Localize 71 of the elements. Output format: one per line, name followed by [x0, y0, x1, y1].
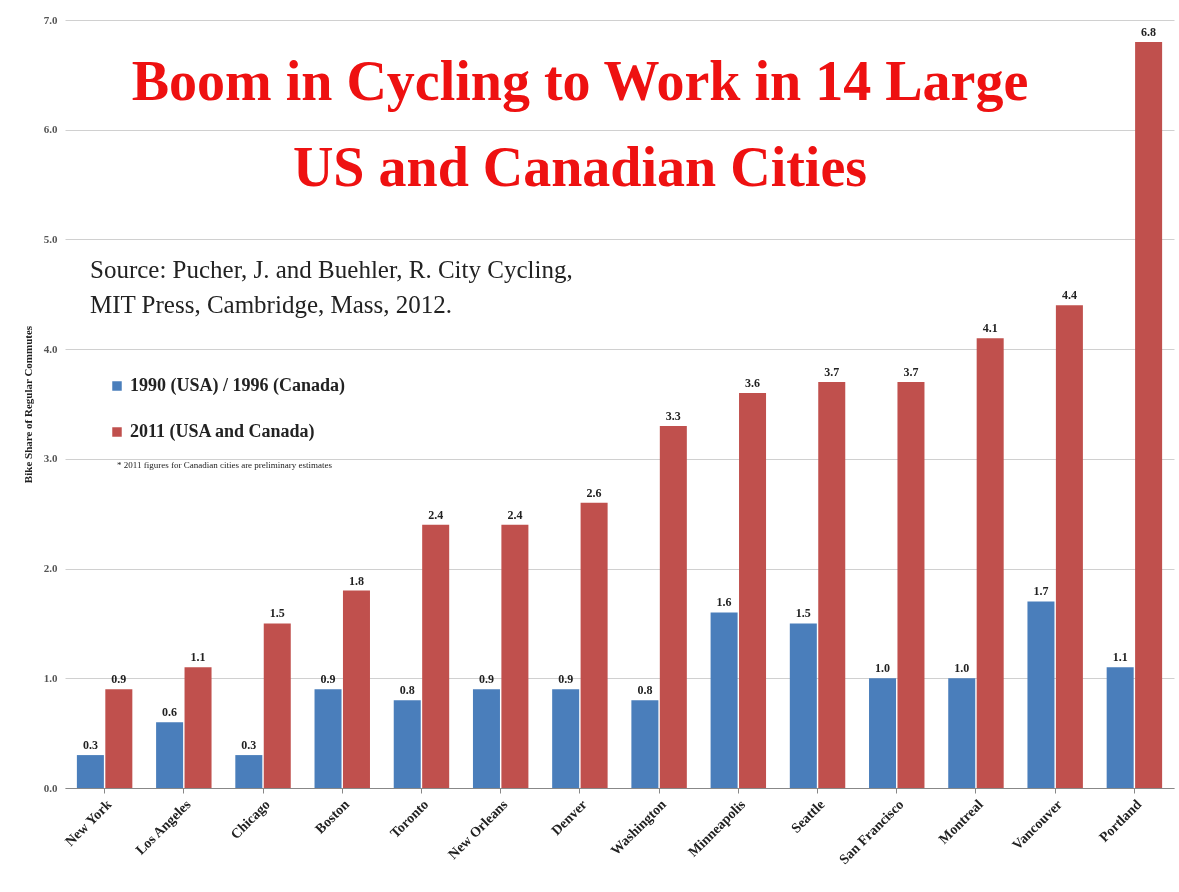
y-tick-label: 1.0	[43, 671, 58, 684]
bar	[105, 689, 133, 788]
bar	[501, 524, 529, 788]
annotation: MIT Press, Cambridge, Mass, 2012.	[90, 291, 453, 318]
annotation: Source: Pucher, J. and Buehler, R. City Cycling,	[90, 256, 573, 283]
data-label: 1.7	[1033, 584, 1049, 599]
data-label: 0.9	[111, 672, 127, 687]
bar	[739, 393, 767, 788]
bar	[76, 755, 104, 788]
data-label: 3.6	[745, 376, 761, 391]
y-tick-label: 2.0	[43, 562, 58, 575]
bar	[1106, 667, 1134, 788]
data-label: 1.1	[1112, 650, 1128, 665]
bar	[948, 678, 976, 788]
bar	[818, 382, 846, 788]
data-label: 3.3	[665, 408, 681, 423]
y-tick-label: 5.0	[43, 232, 58, 245]
y-tick-label: 6.0	[43, 123, 58, 136]
bar	[631, 700, 659, 788]
legend-label: 2011 (USA and Canada)	[130, 421, 315, 442]
bar	[710, 612, 738, 788]
bar	[552, 689, 580, 788]
bar	[314, 689, 342, 788]
data-label: 1.1	[190, 650, 206, 665]
bar	[472, 689, 500, 788]
data-label: 1.5	[795, 606, 811, 621]
bar	[263, 623, 291, 788]
annotation: * 2011 figures for Canadian cities are preliminary estimates	[117, 460, 333, 470]
bar	[235, 755, 263, 788]
bar	[789, 623, 817, 788]
data-label: 0.6	[162, 705, 178, 720]
data-label: 1.0	[875, 661, 891, 676]
bar	[393, 700, 421, 788]
data-label: 0.8	[399, 683, 415, 698]
data-label: 2.4	[507, 507, 523, 522]
legend-label: 1990 (USA) / 1996 (Canada)	[130, 375, 346, 396]
bar	[342, 590, 370, 788]
text: Boom in Cycling to Work in 14 Large US and Canadian Cities	[130, 49, 1030, 200]
bar	[580, 502, 608, 788]
bar	[897, 382, 925, 788]
data-label: 1.6	[716, 595, 732, 610]
data-label: 1.5	[269, 606, 285, 621]
data-label: 3.7	[824, 365, 840, 380]
data-label: 0.9	[558, 672, 574, 687]
data-label: 0.9	[320, 672, 336, 687]
bar	[422, 524, 450, 788]
data-label: 3.7	[903, 365, 919, 380]
y-tick-label: 4.0	[43, 342, 58, 355]
data-label: 6.8	[1141, 24, 1157, 39]
bar	[184, 667, 212, 788]
y-tick-label: 3.0	[43, 452, 58, 465]
bar	[1055, 305, 1083, 788]
bar	[869, 678, 897, 788]
bar	[156, 722, 184, 788]
data-label: 4.4	[1061, 288, 1077, 303]
data-label: 0.3	[82, 738, 98, 753]
data-label: 0.3	[241, 738, 257, 753]
data-label: 1.0	[954, 661, 970, 676]
y-tick-label: 7.0	[43, 13, 58, 26]
data-label: 0.8	[637, 683, 653, 698]
bar	[1135, 41, 1163, 788]
bar	[1027, 601, 1055, 788]
y-axis-title: Bike Share of Regular Commutes	[21, 325, 34, 484]
y-tick-label: 0.0	[43, 781, 58, 794]
data-label: 2.4	[428, 507, 444, 522]
data-label: 4.1	[982, 321, 998, 336]
data-label: 2.6	[586, 485, 602, 500]
data-label: 0.9	[478, 672, 494, 687]
bar	[659, 425, 687, 788]
bar	[976, 338, 1004, 788]
data-label: 1.8	[348, 573, 364, 588]
